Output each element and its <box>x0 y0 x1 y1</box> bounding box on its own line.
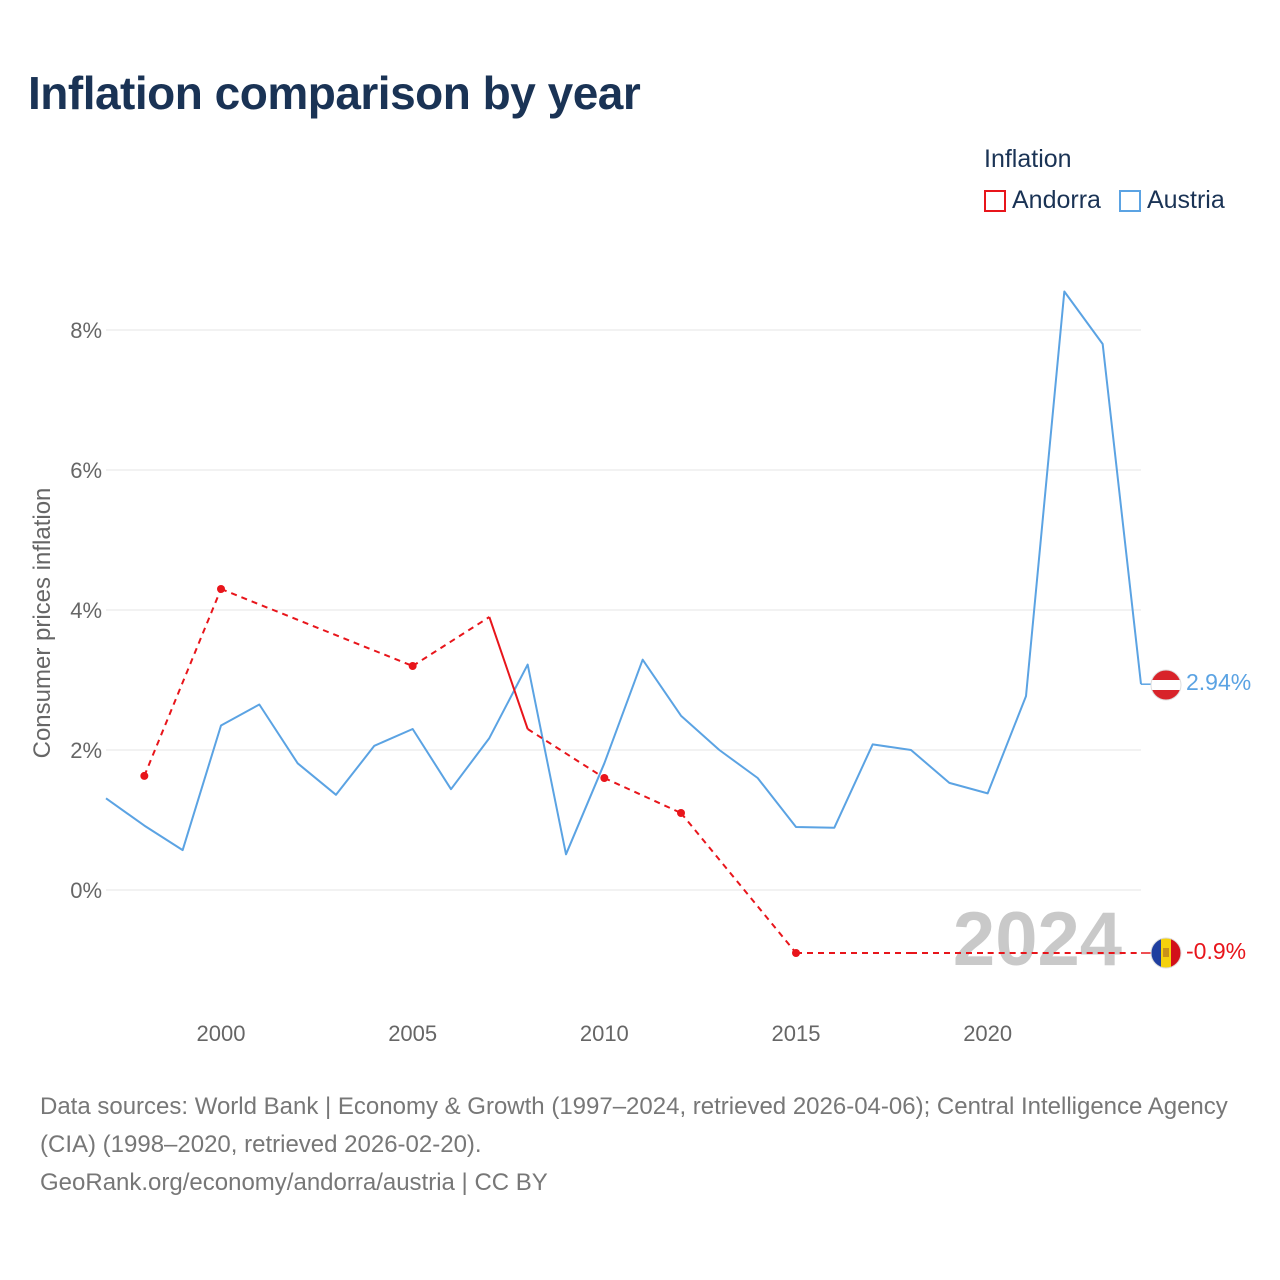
y-axis-ticks: 0% 2% 4% 6% 8% <box>70 318 102 903</box>
series-segment-andorra <box>220 588 414 667</box>
chart-title: Inflation comparison by year <box>28 67 641 119</box>
data-point-andorra <box>140 771 149 780</box>
inflation-line-chart: 2024 0% 2% 4% 6% 8% 2000 2005 2010 2015 2020 Con… <box>29 290 1251 1046</box>
x-tick-label: 2020 <box>963 1021 1012 1046</box>
data-sources: Data sources: World Bank | Economy & Gro… <box>40 1093 1228 1158</box>
footer: Data sources: World Bank | Economy & Gro… <box>40 1088 1240 1202</box>
legend-label-andorra: Andorra <box>1012 186 1101 214</box>
x-tick-label: 2005 <box>388 1021 437 1046</box>
series-segment-andorra <box>488 616 529 730</box>
x-tick-label: 2015 <box>772 1021 821 1046</box>
year-watermark: 2024 <box>953 897 1122 982</box>
legend: Andorra Austria <box>984 186 1243 215</box>
series-segment-andorra <box>143 588 222 777</box>
data-point-andorra <box>217 585 225 593</box>
series-segment-andorra <box>603 777 682 814</box>
x-axis-ticks: 2000 2005 2010 2015 2020 <box>197 1021 1013 1046</box>
legend-item-austria[interactable]: Austria <box>1118 186 1225 215</box>
legend-item-andorra[interactable]: Andorra <box>984 186 1101 215</box>
austria-flag-icon <box>1151 670 1181 700</box>
credit-link[interactable]: GeoRank.org/economy/andorra/austria | CC… <box>40 1169 548 1196</box>
andorra-end-label: -0.9% <box>1186 938 1246 964</box>
x-tick-label: 2000 <box>197 1021 246 1046</box>
x-tick-label: 2010 <box>580 1021 629 1046</box>
y-axis-label: Consumer prices inflation <box>29 488 56 759</box>
data-point-andorra <box>677 809 685 817</box>
y-tick-label: 6% <box>70 458 102 483</box>
andorra-flag-icon <box>1151 938 1181 968</box>
end-flags <box>1150 669 1182 969</box>
series-lines <box>105 290 1152 957</box>
series-segment-andorra <box>680 812 797 954</box>
y-tick-label: 8% <box>70 318 102 343</box>
legend-swatch-andorra <box>984 189 1006 212</box>
y-tick-label: 2% <box>70 738 102 763</box>
austria-end-label: 2.94% <box>1186 669 1251 695</box>
legend-title: Inflation <box>984 145 1072 173</box>
series-segment-andorra <box>527 728 605 779</box>
y-tick-label: 4% <box>70 598 102 623</box>
data-point-andorra <box>408 662 417 670</box>
series-line-austria <box>105 290 1142 856</box>
legend-label-austria: Austria <box>1146 186 1225 214</box>
legend-swatch-austria <box>1118 189 1141 212</box>
grid-lines <box>106 329 1141 891</box>
data-point-andorra <box>600 774 609 782</box>
series-segment-andorra <box>412 616 490 667</box>
y-tick-label: 0% <box>70 878 102 903</box>
data-point-andorra <box>792 949 800 957</box>
